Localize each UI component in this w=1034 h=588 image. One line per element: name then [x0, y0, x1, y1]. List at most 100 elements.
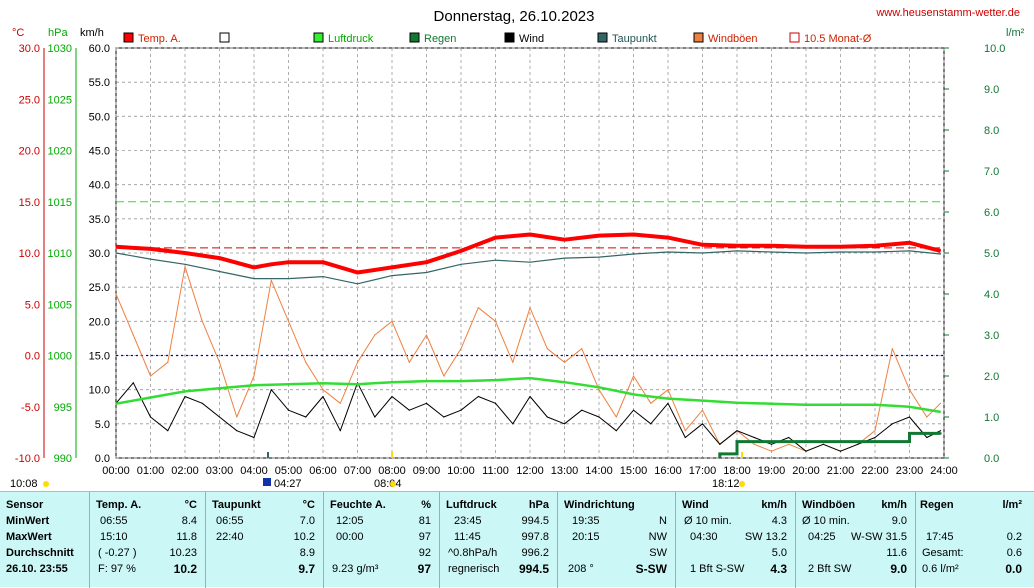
- wind-point: [339, 430, 341, 432]
- gust-point: [788, 443, 790, 445]
- kmh-tick-label: 10.0: [89, 385, 110, 397]
- temperature-point: [598, 235, 600, 237]
- x-tick-label: 09:00: [413, 465, 441, 477]
- stats-temp-unit: °C: [184, 499, 197, 511]
- temperature-point: [287, 261, 290, 263]
- temperature-point: [184, 252, 186, 254]
- rain-point: [718, 452, 721, 455]
- gust-point: [563, 361, 566, 363]
- temp-tick-label: 15.0: [19, 197, 40, 209]
- stats-temp-min: 8.4: [181, 515, 197, 527]
- stats-dew-min: 7.0: [299, 515, 315, 527]
- rain-point: [839, 440, 842, 443]
- gust-point: [270, 279, 272, 281]
- temperature-point: [494, 237, 497, 239]
- gust-point: [477, 307, 479, 309]
- pressure-point: [287, 383, 290, 385]
- temp-tick-label: 30.0: [19, 43, 40, 55]
- legend-wind-swatch: [504, 32, 515, 43]
- wind-point: [926, 436, 928, 439]
- gust-point: [374, 334, 376, 336]
- dewpoint-point: [460, 263, 462, 265]
- temperature-point: [939, 250, 942, 252]
- gust-point: [874, 430, 876, 432]
- wind-point: [529, 395, 531, 398]
- stats-temp-min-time: 06:55: [100, 515, 128, 527]
- wind-point: [822, 443, 824, 445]
- x-tick-label: 18:00: [723, 465, 751, 477]
- hpa-tick-label: 1005: [48, 299, 72, 311]
- wind-point: [546, 416, 548, 418]
- legend-gust-label: Windböen: [708, 33, 758, 45]
- x-tick-label: 23:00: [896, 465, 924, 477]
- temperature-point: [322, 261, 324, 263]
- hpa-tick-label: 1000: [48, 351, 72, 363]
- x-tick-label: 24:00: [930, 465, 958, 477]
- temperature-point: [632, 233, 635, 236]
- legend-rain-label: Regen: [424, 33, 456, 45]
- gust-point: [218, 361, 221, 363]
- gust-point: [926, 416, 928, 418]
- kmh-tick-label: 5.0: [95, 419, 110, 431]
- x-tick-label: 17:00: [689, 465, 717, 477]
- temperature-point: [270, 263, 272, 265]
- stats-avg-label: Durchschnitt: [6, 547, 74, 559]
- stats-rain-unit: l/m²: [1002, 499, 1022, 511]
- wind-point: [460, 409, 462, 411]
- x-tick-label: 19:00: [758, 465, 786, 477]
- rain-tick-label: 8.0: [984, 125, 999, 137]
- temp-tick-label: 10.0: [19, 248, 40, 260]
- wind-point: [494, 402, 497, 404]
- stats-gust-now-note: 2 Bft SW: [808, 563, 852, 575]
- wind-point: [305, 416, 307, 418]
- stats-dew-min-time: 06:55: [216, 515, 244, 527]
- pressure-point: [563, 381, 566, 383]
- wind-point: [753, 436, 755, 439]
- gust-point: [115, 293, 117, 295]
- x-tick-label: 20:00: [792, 465, 820, 477]
- wind-point: [253, 436, 255, 439]
- gust-point: [632, 375, 635, 377]
- stats-wind-unit: km/h: [761, 499, 787, 511]
- rain-tick-label: 2.0: [984, 371, 999, 383]
- stats-col-sensor: Sensor MinWert MaxWert Durchschnitt 26.1…: [0, 492, 90, 588]
- stats-col-rain: Regen l/m² 17:45 0.2 Gesamt: 0.6 0.6 l/m…: [916, 492, 1034, 588]
- temperature-point: [149, 248, 152, 250]
- chart-legend: Temp. A. Luftdruck Regen Wind Taupunkt Windbö…: [123, 32, 872, 45]
- stats-dir-max: NW: [648, 531, 667, 543]
- stats-press-now-note: regnerisch: [448, 563, 500, 575]
- wind-point: [598, 416, 600, 418]
- sun-icon: [43, 481, 49, 487]
- gust-point: [132, 334, 134, 336]
- stats-press-header: Luftdruck: [446, 499, 497, 511]
- wind-point: [512, 423, 514, 425]
- gust-point: [701, 409, 704, 411]
- gust-point: [149, 375, 152, 377]
- stats-temp-max: 11.8: [176, 531, 197, 543]
- moon-icon: [263, 478, 271, 486]
- temperature-point: [667, 237, 669, 239]
- temperature-point: [908, 242, 911, 244]
- wind-point: [149, 416, 152, 418]
- legend-gust-swatch: [693, 32, 704, 43]
- rain-point: [939, 432, 942, 435]
- stats-gust-header: Windböen: [802, 499, 856, 511]
- wind-point: [477, 395, 479, 398]
- hpa-tick-label: 1015: [48, 197, 72, 209]
- stats-press-avg-note: ^0.8hPa/h: [448, 547, 498, 559]
- dewpoint-point: [839, 251, 842, 253]
- dewpoint-point: [874, 251, 876, 253]
- chart-markers: 10:08 04:27 08:04 18:12: [10, 452, 745, 490]
- dewpoint-point: [598, 256, 600, 258]
- pressure-point: [356, 383, 359, 385]
- stats-gust-max: W-SW 31.5: [850, 531, 907, 543]
- stats-wind-header: Wind: [682, 499, 709, 511]
- gust-point: [615, 416, 617, 418]
- stats-col-dew: Taupunkt °C 06:55 7.0 22:40 10.2 8.9 9.7: [206, 492, 324, 588]
- wind-point: [736, 430, 738, 432]
- legend-pressure-swatch: [313, 32, 324, 43]
- temperature-point: [805, 246, 807, 248]
- kmh-tick-label: 25.0: [89, 282, 110, 294]
- legend-pressure-label: Luftdruck: [328, 33, 374, 45]
- dewpoint-point: [253, 278, 255, 280]
